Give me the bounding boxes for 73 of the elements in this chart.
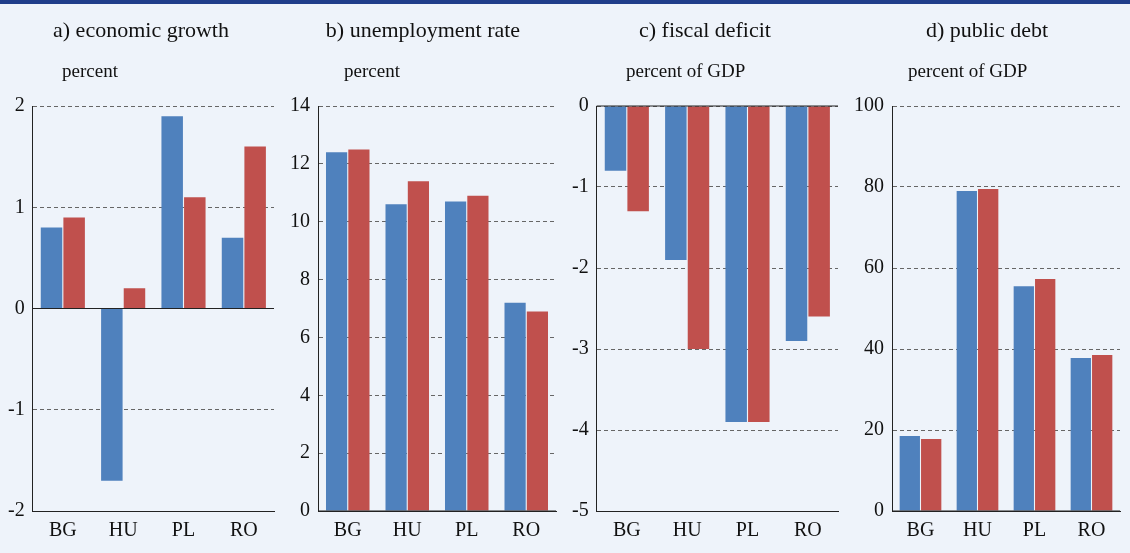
y-tick-label: 8 xyxy=(300,266,310,289)
x-tick-label: HU xyxy=(672,518,703,541)
y-tick-label: 80 xyxy=(864,174,884,197)
x-tick-label: BG xyxy=(906,518,935,541)
bar xyxy=(407,181,430,511)
y-tick-label: 4 xyxy=(300,382,310,405)
bar xyxy=(161,116,183,308)
x-tick-label: BG xyxy=(48,518,77,541)
x-tick-label: RO xyxy=(229,518,258,541)
bar xyxy=(1035,278,1056,511)
y-tick-label: -2 xyxy=(7,498,25,521)
chart-title: a) economic growth xyxy=(52,16,230,44)
y-tick-label: 60 xyxy=(864,255,884,278)
y-tick-label: 0 xyxy=(300,498,310,521)
y-tick-label: 40 xyxy=(864,336,884,359)
x-tick-label: PL xyxy=(735,518,760,541)
bar xyxy=(101,309,123,481)
y-tick-label: 20 xyxy=(864,417,884,440)
bar xyxy=(385,204,407,511)
y-tick-label: 14 xyxy=(290,93,310,116)
y-tick-label: 0 xyxy=(578,93,589,116)
bar xyxy=(1013,286,1034,511)
bar xyxy=(244,146,266,308)
bar xyxy=(504,302,526,511)
x-tick-label: RO xyxy=(512,518,541,541)
x-tick-label: HU xyxy=(963,518,993,541)
chart-title: c) fiscal deficit xyxy=(638,16,772,44)
y-axis-title: percent xyxy=(61,59,119,83)
y-axis-title: percent of GDP xyxy=(625,59,747,83)
bar xyxy=(123,288,146,308)
bar xyxy=(221,237,244,308)
x-tick-label: BG xyxy=(333,518,362,541)
bar xyxy=(40,227,63,308)
y-tick-label: 100 xyxy=(854,93,884,116)
bar xyxy=(956,191,977,511)
bar xyxy=(184,197,206,308)
y-tick-label: 10 xyxy=(290,208,310,231)
x-tick-label: PL xyxy=(1022,518,1047,541)
y-tick-label: -2 xyxy=(571,255,589,278)
y-tick-label: 0 xyxy=(874,498,884,521)
bar xyxy=(526,311,549,511)
bar xyxy=(1070,357,1091,511)
x-tick-label: PL xyxy=(171,518,196,541)
bar xyxy=(348,149,370,511)
bar xyxy=(63,217,85,308)
chart-title: b) unemployment rate xyxy=(324,16,522,44)
y-tick-label: -1 xyxy=(571,174,589,197)
y-tick-label: 1 xyxy=(14,194,25,217)
bar xyxy=(326,152,348,511)
y-axis-title: percent xyxy=(343,59,401,83)
y-axis-title: percent of GDP xyxy=(907,59,1029,83)
y-tick-label: -3 xyxy=(571,336,589,359)
y-tick-label: 6 xyxy=(300,324,310,347)
x-tick-label: PL xyxy=(455,518,479,541)
bar xyxy=(467,195,489,511)
y-tick-label: 12 xyxy=(290,151,310,174)
bar xyxy=(978,189,999,511)
y-tick-label: 0 xyxy=(14,295,25,318)
bar xyxy=(921,438,942,511)
x-tick-label: RO xyxy=(793,518,822,541)
x-tick-label: RO xyxy=(1077,518,1106,541)
bar xyxy=(445,201,467,511)
y-tick-label: -1 xyxy=(7,397,25,419)
chart-title: d) public debt xyxy=(924,16,1050,44)
x-tick-label: BG xyxy=(612,518,641,541)
x-tick-label: HU xyxy=(392,518,423,541)
x-tick-label: HU xyxy=(108,518,139,541)
y-tick-label: -4 xyxy=(571,417,589,440)
bar xyxy=(899,436,920,511)
y-tick-label: 2 xyxy=(14,93,25,116)
y-tick-label: 2 xyxy=(300,440,310,463)
bar xyxy=(1092,355,1113,511)
y-tick-label: -5 xyxy=(571,498,589,521)
